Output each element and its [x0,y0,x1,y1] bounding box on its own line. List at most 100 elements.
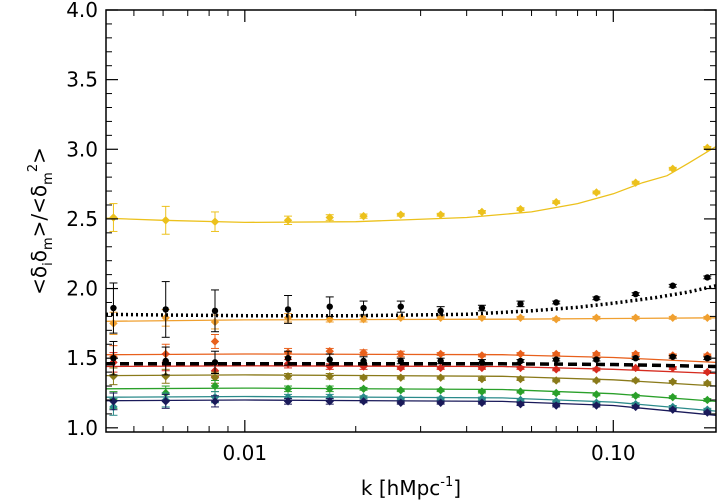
data-point [516,399,525,409]
y-tick-label: 1.0 [66,416,98,440]
data-point [704,274,711,281]
series [106,308,716,336]
data-point [668,405,677,414]
data-point [631,376,640,385]
data-point [592,188,601,197]
data-point [325,372,334,381]
data-point [592,365,601,374]
data-point [703,408,712,417]
data-point [552,365,561,374]
y-tick-label: 4.0 [66,0,98,22]
data-point [631,402,640,412]
data-point [669,282,676,289]
data-point [360,304,367,312]
data-point [516,387,525,396]
data-point [210,217,220,226]
data-point [359,397,368,406]
y-axis-title-part: δ [27,250,51,262]
data-point [359,384,368,394]
data-point [326,303,333,310]
x-axis-title-main: k [hMpc [361,476,440,500]
y-axis-title-part: 2 [26,164,41,172]
y-tick-label: 3.0 [66,137,98,161]
data-point [397,357,404,365]
data-point [437,357,444,365]
data-point [396,349,405,359]
data-point [109,213,118,222]
data-point [478,304,486,312]
model-curve [106,399,716,416]
data-point [703,143,712,153]
data-point [632,354,639,362]
data-point [109,397,118,406]
y-tick-label: 3.5 [66,68,98,92]
series [106,143,716,235]
x-axis-title-close: ] [453,476,461,500]
model-curve [106,317,716,322]
y-axis-title-part: > [27,147,51,164]
y-tick-label: 2.5 [66,207,98,231]
data-point [325,397,334,406]
plot-area [106,143,716,417]
model-curve [106,145,716,224]
data-point [210,381,220,391]
data-point [210,337,220,346]
data-point [325,213,334,222]
y-axis-title-part: i [41,262,56,266]
data-point [396,210,405,219]
data-point [211,307,219,315]
model-curve [106,374,716,387]
data-point [552,401,561,410]
data-point [668,377,677,387]
data-point [436,363,445,373]
data-point [436,349,445,359]
y-axis-title-part: m [41,172,56,185]
data-point [631,363,640,373]
data-point [436,386,445,395]
plot-frame [105,9,717,433]
data-point [631,313,640,322]
data-point [477,313,487,322]
y-axis-title-part: m [41,237,56,250]
data-point [477,363,487,373]
data-point [326,356,333,363]
data-point [437,307,444,315]
data-point [592,349,601,359]
data-point [210,373,220,382]
y-axis-title-part: >/<δ [27,185,51,238]
data-point [436,398,445,407]
data-point [436,210,445,219]
data-point [669,353,676,360]
data-point [631,391,640,400]
model-curve [106,395,716,412]
data-point [477,351,487,360]
data-point [396,373,405,382]
data-point [359,348,368,357]
data-point [325,347,334,356]
data-point [211,359,219,366]
y-tick-label: 2.0 [66,277,98,301]
data-point [161,397,170,406]
data-point [516,204,525,214]
data-point [593,295,600,302]
data-point [552,388,561,398]
data-point [477,207,487,217]
data-point [162,357,169,365]
data-point [161,216,170,225]
data-point [477,398,487,407]
data-point [161,372,170,381]
data-point [283,216,293,225]
model-curve [106,284,716,318]
data-point [517,300,524,308]
data-point [359,373,368,382]
data-point [359,211,368,221]
data-point [110,304,117,312]
data-point [516,349,525,359]
data-point [592,376,601,385]
data-point [284,354,292,362]
y-axis-title: <δiδm>/<δm2> [26,147,56,295]
data-point [396,398,405,407]
series [106,274,716,338]
data-point [552,197,561,207]
data-point [283,384,293,394]
